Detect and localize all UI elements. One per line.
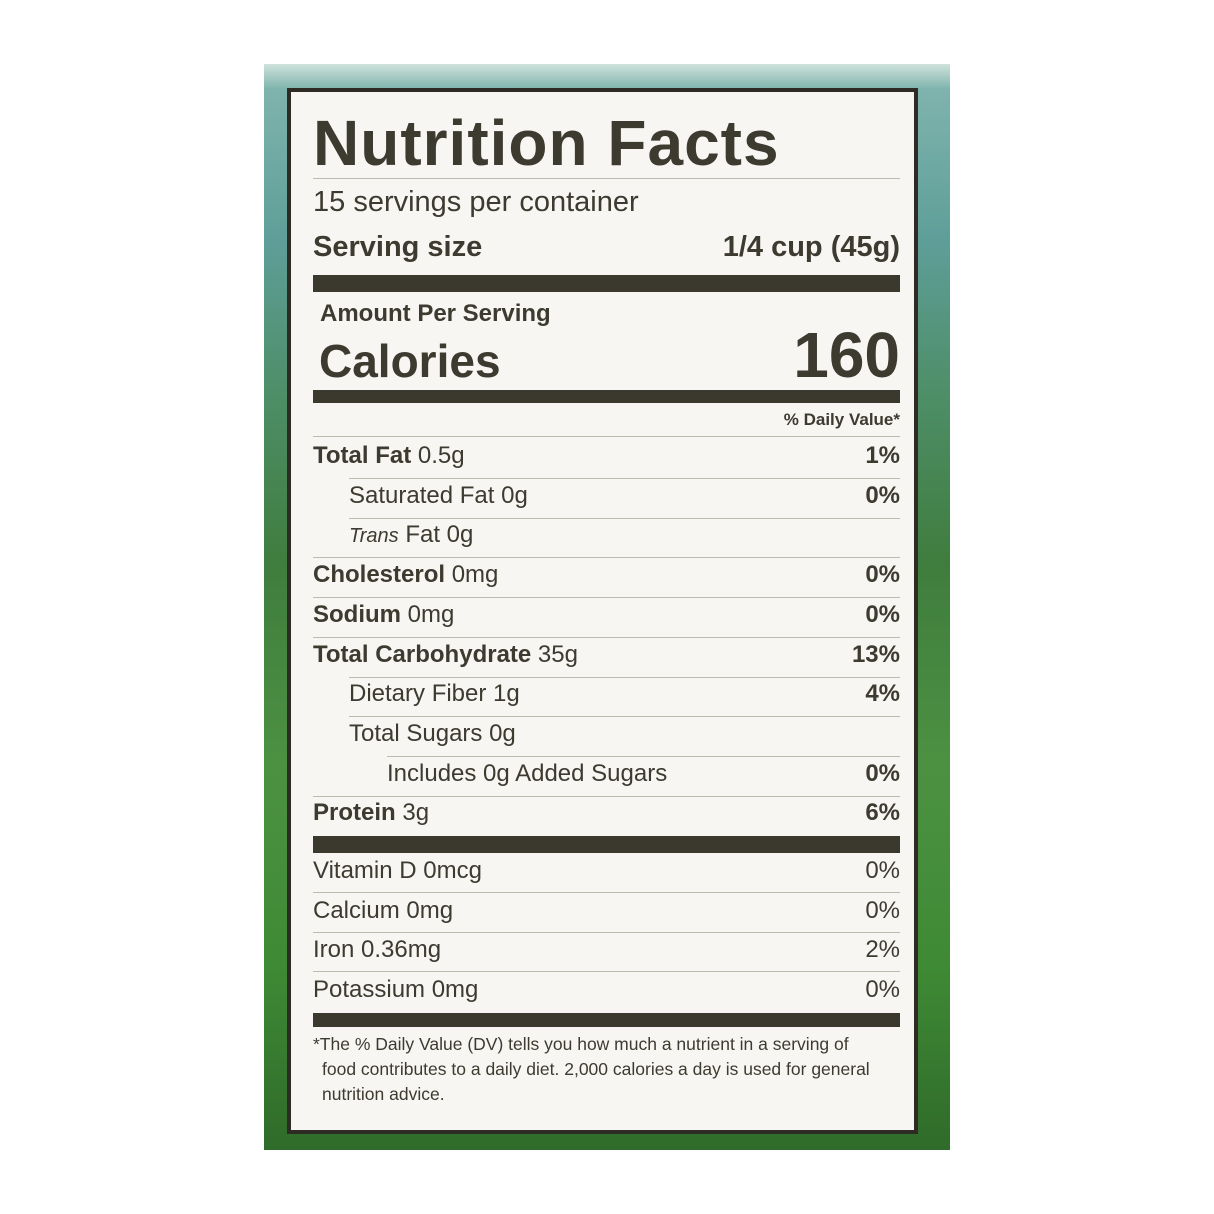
nutrient-row: Total Carbohydrate 35g 13% [313, 641, 900, 669]
nutrient-row: Total Fat 0.5g 1% [313, 442, 900, 470]
nutrient-row: Dietary Fiber 1g 4% [313, 680, 900, 708]
nutrient-amount: 35g [537, 640, 578, 668]
nutrient-daily-value: 1% [865, 442, 900, 469]
calories-label: Calories [319, 335, 501, 387]
nutrient-name: Trans [349, 525, 399, 548]
nutrient-daily-value: 0% [865, 600, 900, 628]
divider [349, 676, 900, 678]
divider [313, 931, 900, 933]
thick-divider [313, 836, 900, 853]
divider [313, 436, 900, 437]
nutrient-name: Total Carbohydrate [313, 640, 532, 668]
nutrient-name: Sodium [313, 600, 401, 628]
nutrient-amount: 0g [489, 719, 516, 747]
nutrient-label: Saturated Fat 0g [349, 482, 528, 510]
divider [349, 478, 900, 479]
nutrient-row: Total Sugars 0g [313, 720, 900, 748]
thick-divider [313, 390, 900, 403]
divider [313, 892, 900, 893]
nutrient-row: Cholesterol 0mg 0% [313, 561, 900, 589]
nutrient-daily-value: 4% [865, 680, 900, 708]
nutrient-label: Protein 3g [313, 799, 429, 827]
calories-row: Calories 160 [313, 318, 900, 392]
vitamin-daily-value: 2% [865, 936, 900, 964]
nutrient-name: Saturated Fat [349, 481, 495, 509]
divider [313, 971, 900, 973]
nutrient-daily-value: 0% [865, 481, 900, 509]
label-title: Nutrition Facts [313, 107, 780, 179]
daily-value-header: % Daily Value* [313, 410, 900, 430]
nutrient-label: Cholesterol 0mg [313, 561, 498, 589]
nutrient-daily-value: 6% [865, 799, 900, 827]
thick-divider [313, 275, 900, 292]
serving-size-row: Serving size 1/4 cup (45g) [313, 231, 900, 264]
nutrition-label [287, 88, 918, 1134]
nutrient-amount: 3g [402, 799, 430, 827]
thick-divider [313, 1013, 900, 1027]
nutrient-amount: Fat 0g [405, 521, 474, 549]
footnote: *The % Daily Value (DV) tells you how mu… [313, 1034, 870, 1104]
amount-per-serving: Amount Per Serving [320, 300, 551, 327]
nutrient-amount: 0.5g [417, 442, 465, 469]
nutrient-daily-value: 0% [865, 759, 900, 787]
nutrient-label: Trans Fat 0g [349, 521, 473, 549]
divider [349, 716, 900, 718]
nutrient-daily-value: 13% [851, 640, 900, 668]
nutrient-label: Dietary Fiber 1g [349, 680, 520, 708]
divider [313, 636, 900, 638]
nutrient-row: Saturated Fat 0g 0% [313, 482, 900, 510]
divider [387, 755, 900, 757]
nutrient-name: Protein [313, 799, 396, 827]
nutrient-name: Total Sugars [349, 719, 483, 747]
vitamin-row: Calcium 0mg 0% [313, 897, 900, 925]
vitamin-row: Iron 0.36mg 2% [313, 936, 900, 964]
nutrient-row: Trans Fat 0g [313, 521, 900, 549]
vitamin-daily-value: 0% [865, 857, 900, 884]
vitamin-label: Vitamin D 0mcg [313, 857, 482, 884]
vitamin-label: Iron 0.36mg [313, 936, 442, 964]
nutrient-label: Sodium 0mg [313, 601, 454, 629]
vitamin-daily-value: 0% [865, 976, 900, 1004]
nutrient-label: Total Carbohydrate 35g [313, 641, 578, 669]
vitamin-row: Potassium 0mg 0% [313, 976, 900, 1004]
nutrient-label: Total Fat 0.5g [313, 442, 465, 470]
divider [313, 597, 900, 599]
nutrient-amount: 1g [493, 680, 520, 708]
divider [313, 178, 900, 179]
nutrient-row: Protein 3g 6% [313, 799, 900, 827]
vitamin-row: Vitamin D 0mcg 0% [313, 857, 900, 885]
nutrient-amount: 0g [501, 481, 528, 509]
nutrient-amount: 0mg [407, 600, 455, 628]
nutrient-amount: 0mg [451, 561, 499, 589]
divider [313, 795, 900, 797]
divider [313, 557, 900, 559]
servings-text: 15 servings per container [313, 186, 639, 218]
nutrient-label: Total Sugars 0g [349, 720, 516, 748]
serving-size-value: 1/4 cup (45g) [722, 231, 900, 263]
nutrient-name: Cholesterol [313, 561, 446, 589]
vitamin-label: Calcium 0mg [313, 896, 454, 924]
servings-per-container: 15 servings per container [313, 186, 900, 219]
vitamin-daily-value: 0% [865, 896, 900, 924]
nutrient-daily-value: 0% [865, 561, 900, 589]
divider [349, 517, 900, 519]
nutrient-name: Total Fat [313, 442, 412, 469]
nutrient-label: Includes 0g Added Sugars [387, 760, 667, 788]
vitamin-label: Potassium 0mg [313, 976, 479, 1004]
nutrient-row: Sodium 0mg 0% [313, 601, 900, 629]
serving-size-label: Serving size [313, 231, 483, 263]
calories-value: 160 [793, 319, 900, 391]
nutrient-name: Dietary Fiber [349, 680, 487, 708]
daily-value-header-text: % Daily Value* [783, 410, 900, 429]
nutrient-name: Includes 0g Added Sugars [387, 759, 668, 787]
nutrient-row: Includes 0g Added Sugars 0% [313, 760, 900, 788]
